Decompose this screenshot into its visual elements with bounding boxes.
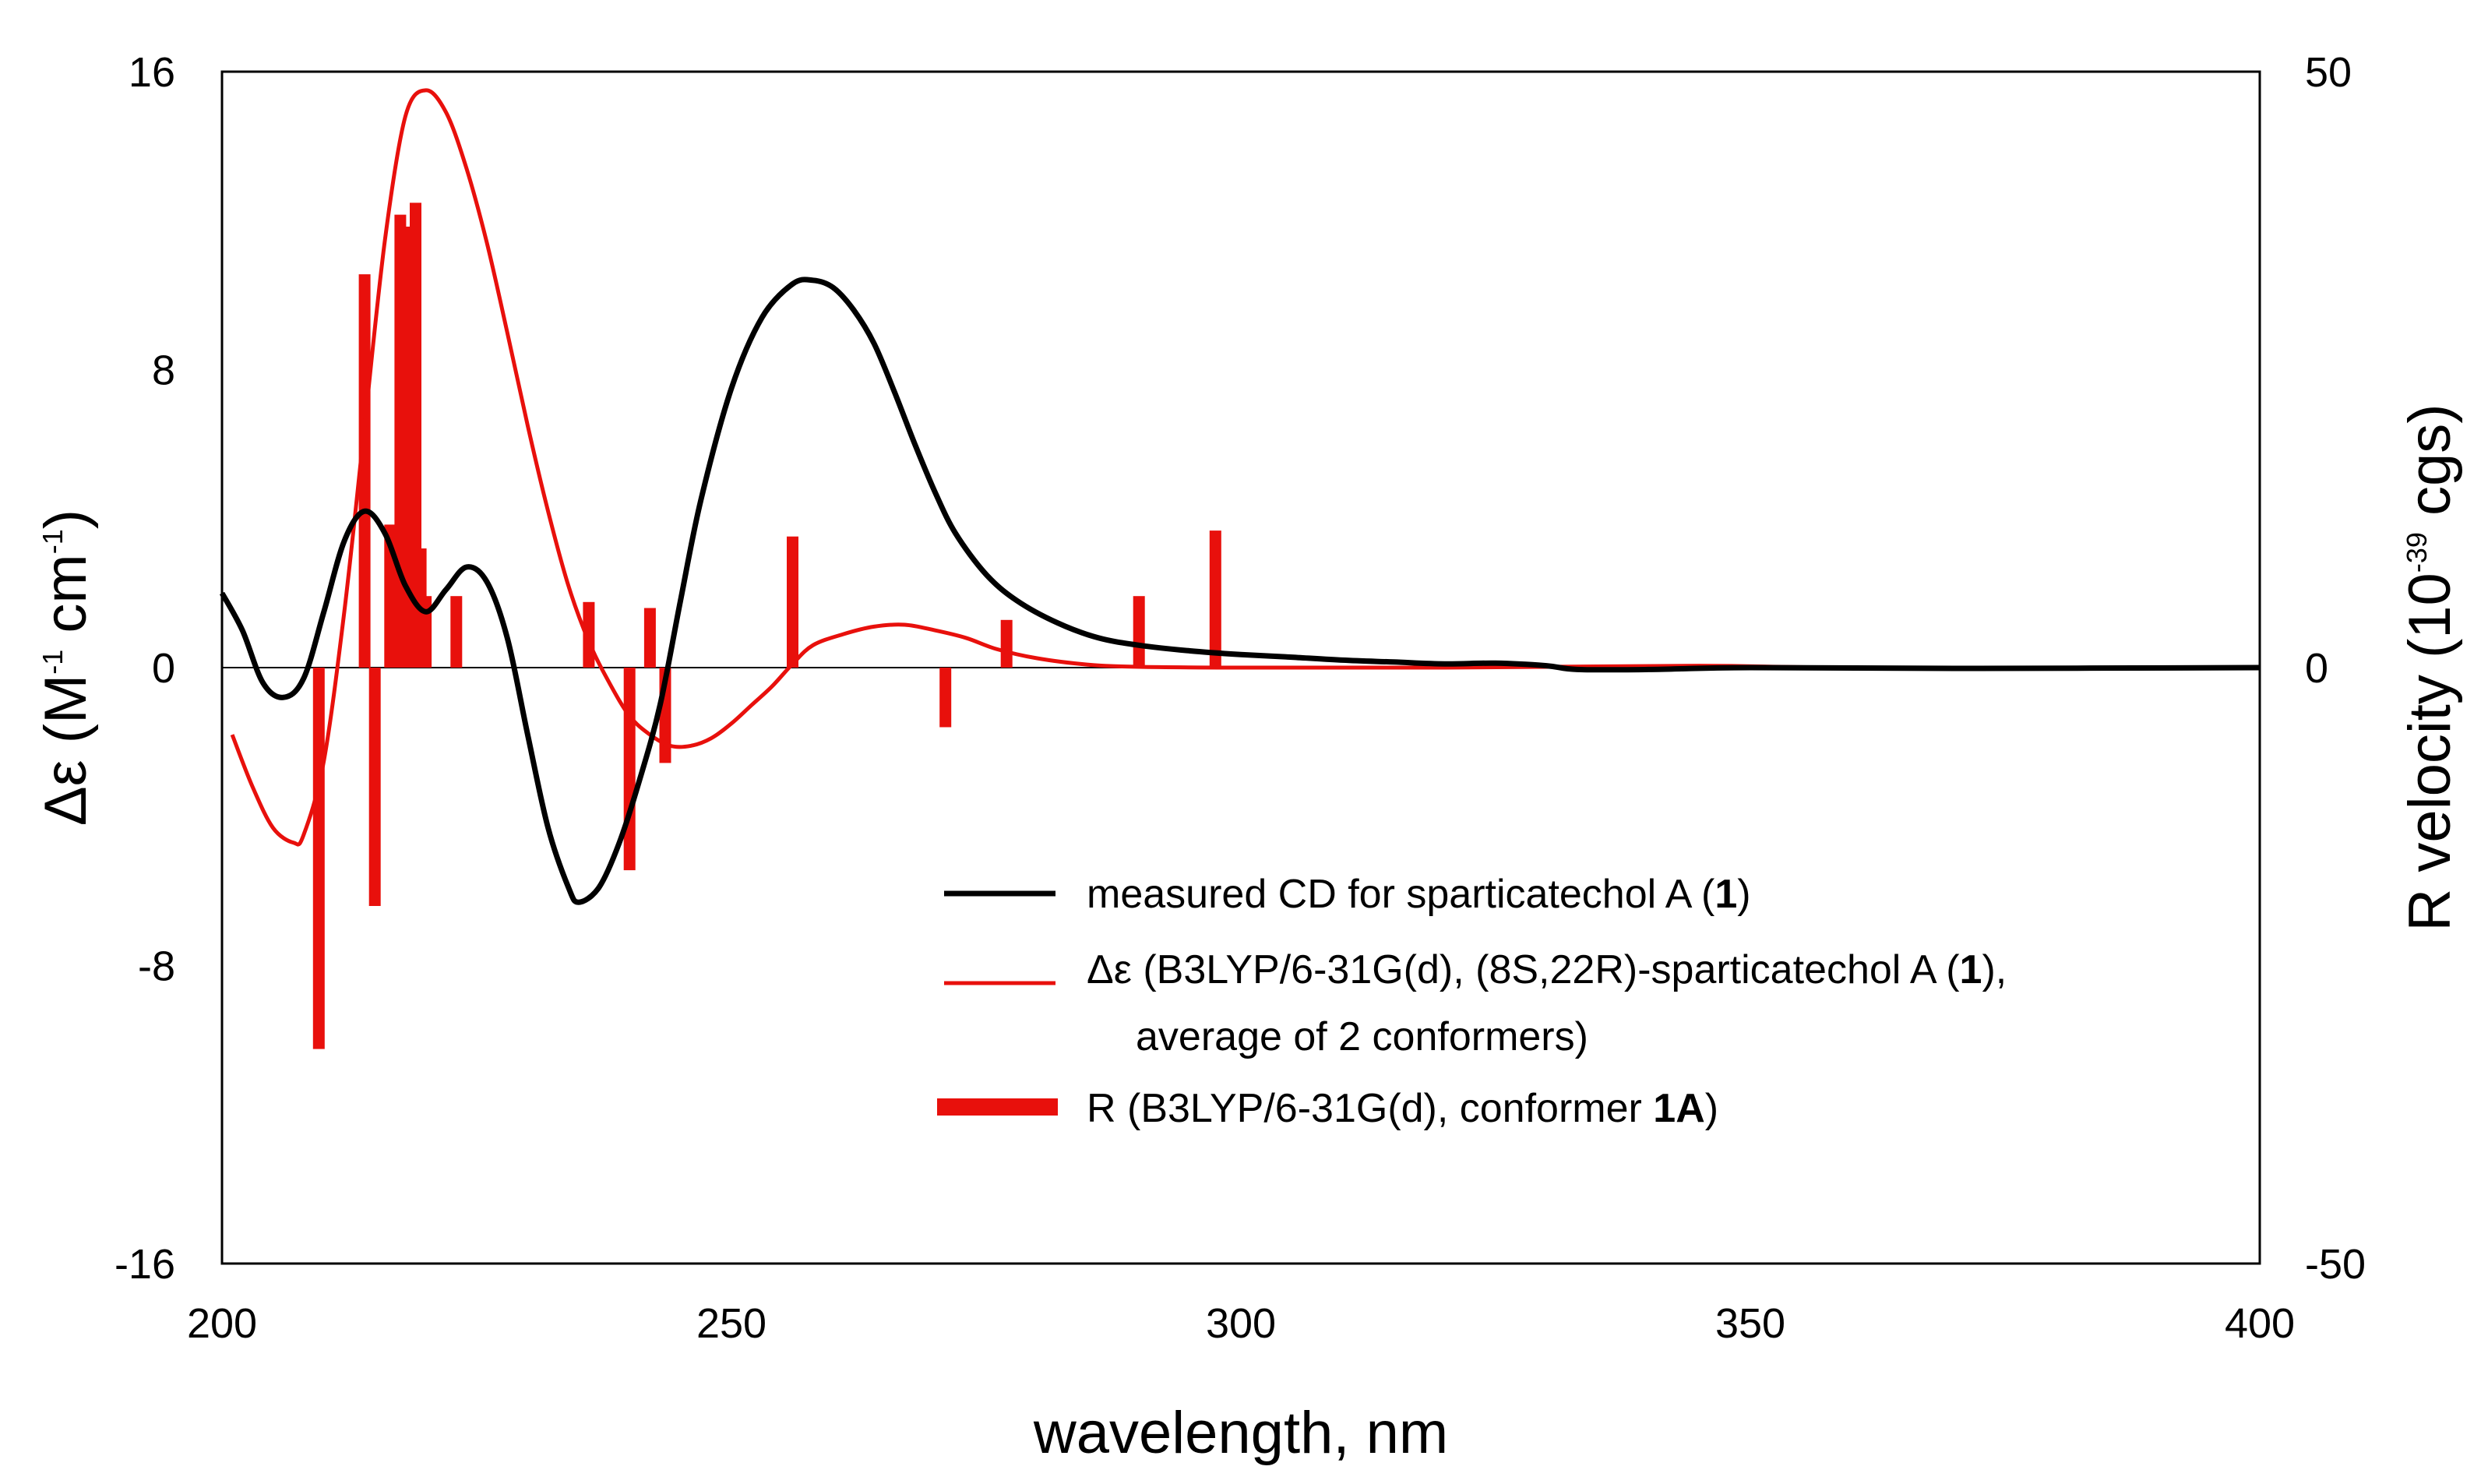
x-tick-label: 350 [1715,1300,1785,1347]
y2-axis-ticks: 50 0 -50 [2305,49,2366,1288]
y-tick-label: -16 [115,1241,175,1288]
rotatory-strength-bar [368,668,381,906]
y2-axis-title: R velocity (10-39 cgs) [2397,404,2463,931]
legend-label-calculated-line1: Δε (B3LYP/6-31G(d), (8S,22R)-sparticatec… [1087,947,2007,992]
y-tick-label: 16 [129,49,175,96]
y-tick-label: -8 [138,943,175,990]
rotatory-strength-bar [312,668,325,1049]
y2-tick-label: 50 [2305,49,2352,96]
y-axis-title: Δε (M-1 cm-1) [33,509,99,826]
y2-tick-label: 0 [2305,645,2328,692]
rotatory-strength-bar [623,668,636,871]
calculated-cd-line [230,88,2261,847]
x-tick-label: 400 [2225,1300,2295,1347]
x-axis-ticks: 200 250 300 350 400 [187,1300,2295,1347]
rotatory-strength-bar [1000,619,1013,668]
measured-cd-line [219,277,2261,905]
rotatory-strength-bar [450,596,463,668]
rotatory-strength-bars [312,203,1221,1049]
rotatory-strength-bar [787,536,798,668]
rotatory-strength-bar [939,668,952,728]
y-tick-label: 8 [152,347,175,394]
rotatory-strength-bar [358,274,371,668]
legend-label-calculated-line2: average of 2 conformers) [1136,1014,1588,1059]
rotatory-strength-bar [1209,531,1221,668]
y-axis-ticks: 16 8 0 -8 -16 [115,49,175,1288]
x-tick-label: 200 [187,1300,257,1347]
y2-tick-label: -50 [2305,1241,2366,1288]
legend-label-measured: measured CD for sparticatechol A (1) [1087,872,1751,917]
x-tick-label: 250 [696,1300,766,1347]
rotatory-strength-bar [1133,596,1145,668]
x-tick-label: 300 [1206,1300,1276,1347]
x-axis-title: wavelength, nm [1033,1400,1448,1466]
y-tick-label: 0 [152,645,175,692]
rotatory-strength-bar [643,608,656,668]
legend: measured CD for sparticatechol A (1) Δε … [937,872,2007,1131]
legend-label-bars: R (B3LYP/6-31G(d), conformer 1A) [1087,1086,1718,1131]
legend-swatch-bars [937,1098,1058,1116]
